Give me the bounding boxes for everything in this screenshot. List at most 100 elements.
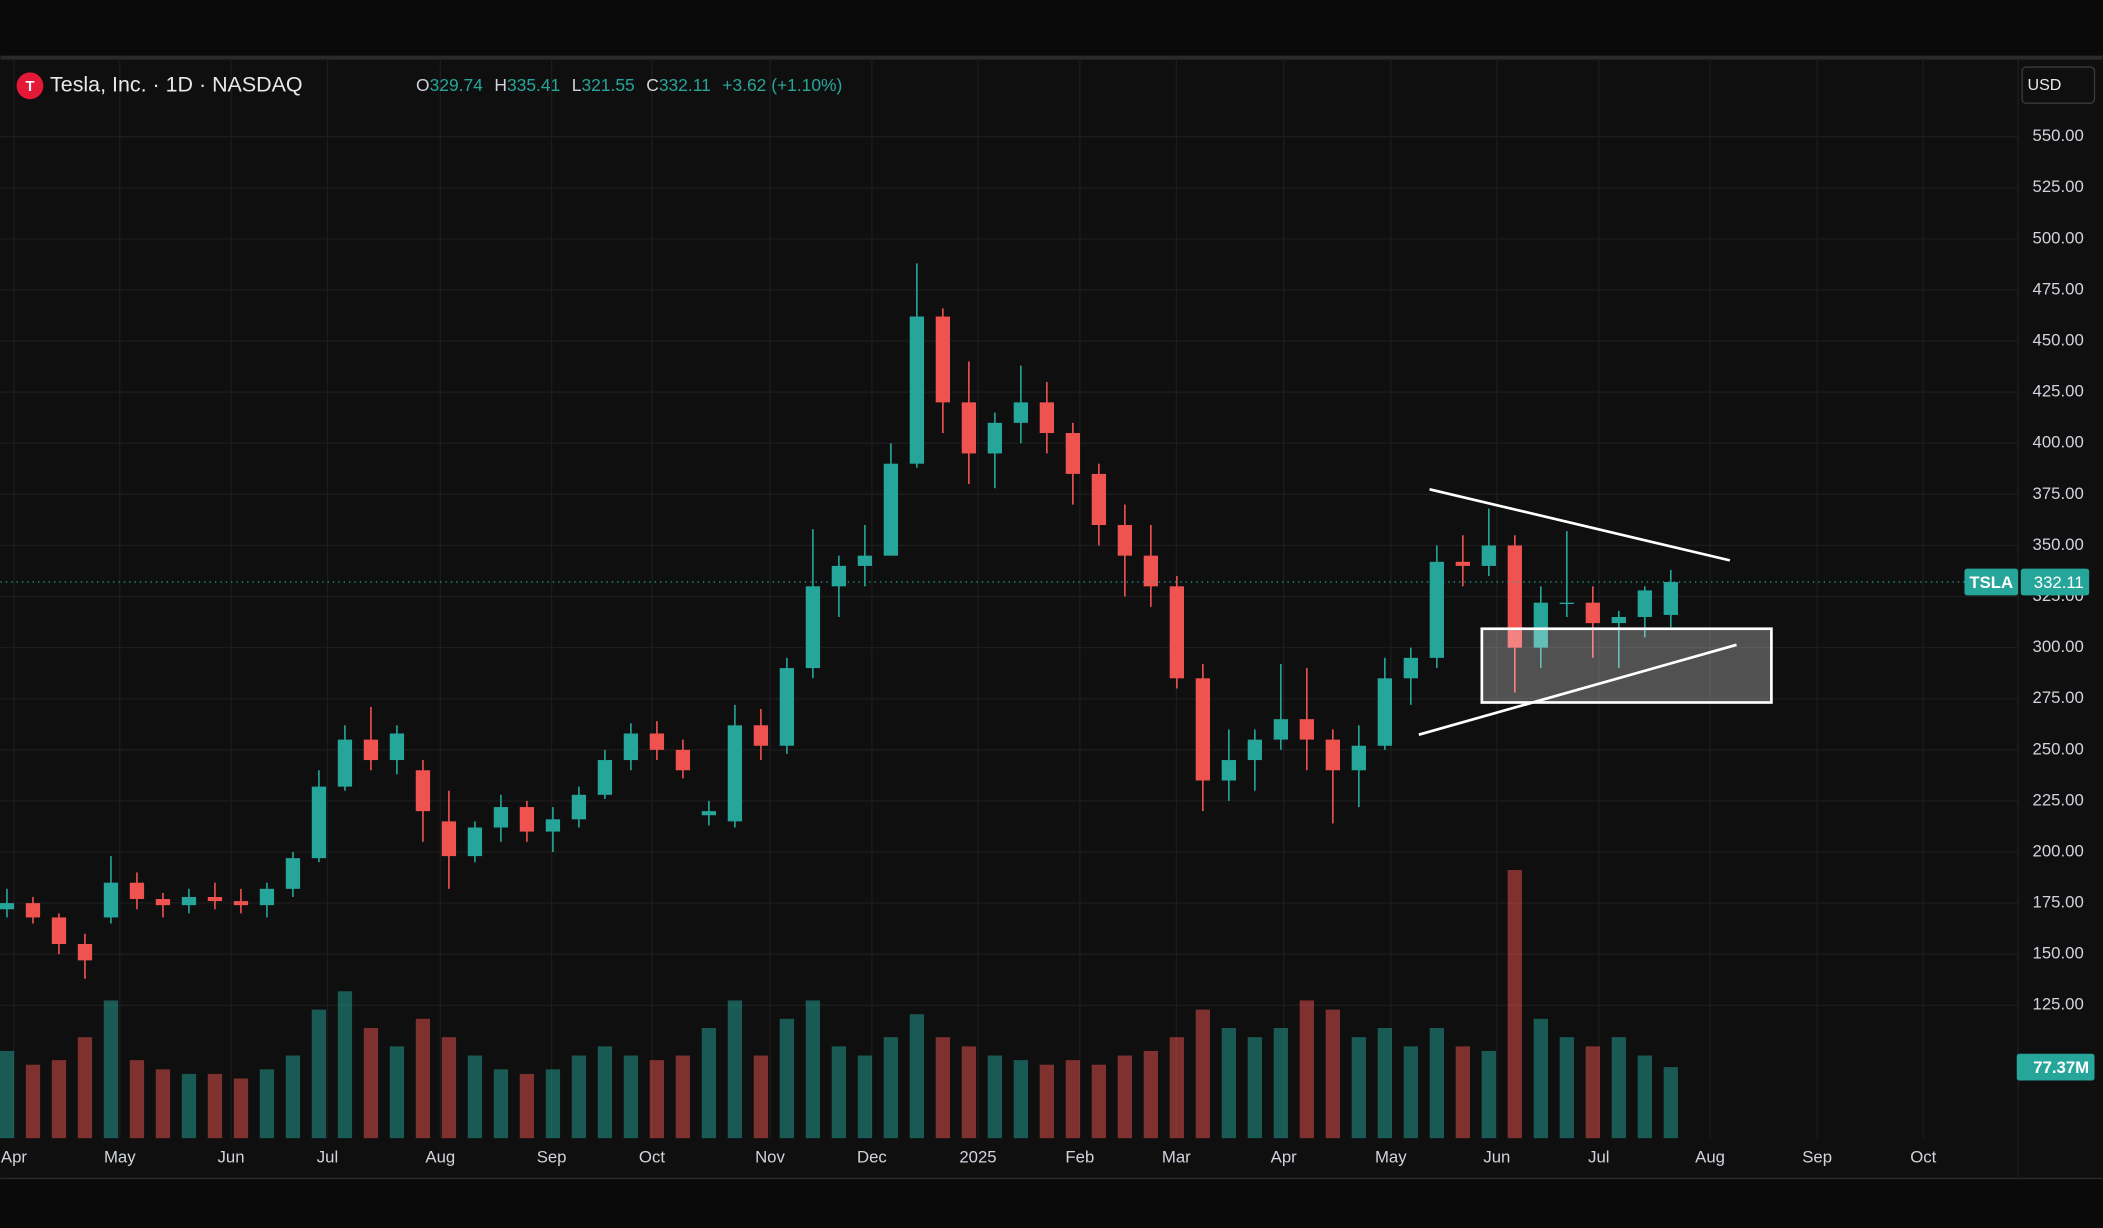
y-tick-label: 375.00	[2033, 484, 2084, 503]
grid	[0, 58, 2019, 1139]
volume-bar	[103, 1000, 119, 1139]
value: 321.55	[581, 74, 634, 94]
logo	[16, 72, 44, 100]
candle-body	[103, 882, 119, 918]
candle-body	[935, 316, 951, 403]
volume-bar	[233, 1078, 249, 1139]
volume-bar	[1377, 1027, 1392, 1139]
candle-body	[1481, 545, 1496, 566]
y-tick-label: 550.00	[2033, 126, 2084, 145]
y-tick-label: 150.00	[2033, 944, 2084, 963]
currency-label[interactable]: USD	[2027, 76, 2061, 94]
volume-bar	[909, 1014, 925, 1139]
candle-body	[51, 917, 67, 945]
volume-bar	[1559, 1037, 1574, 1139]
x-tick-label: Aug	[1695, 1148, 1725, 1167]
volume-bar	[727, 1000, 743, 1139]
rectangle-drawing[interactable]	[1480, 627, 1773, 704]
volume-bar	[1247, 1037, 1262, 1139]
volume-bar	[701, 1027, 717, 1139]
label: L	[572, 74, 582, 94]
volume-bar	[1351, 1037, 1366, 1139]
volume-bar	[1481, 1050, 1496, 1139]
candle-body	[1065, 433, 1081, 474]
trend-line[interactable]	[1418, 643, 1737, 736]
volume-bar	[987, 1055, 1003, 1139]
candle-body	[233, 901, 249, 906]
volume-bar	[1611, 1037, 1626, 1139]
volume-tag-label: 77.37M	[2033, 1058, 2089, 1077]
volume-bar	[831, 1046, 847, 1139]
x-tick-label: Nov	[755, 1148, 785, 1167]
candle-body	[1247, 739, 1262, 761]
candle-body	[961, 402, 977, 454]
candle-body	[1039, 402, 1055, 434]
candle-body	[441, 821, 457, 857]
ohlc-legend: O329.74 H335.41 L321.55 C332.11 +3.62 (+…	[416, 74, 842, 94]
volume-bar	[805, 1000, 821, 1139]
candle-body	[259, 888, 275, 906]
candle-body	[1169, 586, 1185, 679]
candle-body	[467, 827, 483, 857]
x-tick-label: 2025	[959, 1148, 996, 1167]
y-tick-label: 475.00	[2033, 279, 2084, 298]
candle-body	[675, 749, 691, 771]
candle-body	[753, 725, 769, 746]
candle-body	[1013, 402, 1029, 423]
volume-bar	[1091, 1064, 1107, 1139]
axes: 125.00 150.00 175.00 200.00 225.00 250.00 275.…	[0, 126, 2095, 1167]
top-bar	[0, 0, 2103, 57]
y-tick-label: 525.00	[2033, 177, 2084, 196]
candle-body	[285, 858, 301, 889]
y-tick-label: 300.00	[2033, 637, 2084, 656]
volume-bar	[597, 1046, 613, 1139]
volume-bar	[285, 1055, 301, 1139]
x-tick-label: Mar	[1162, 1148, 1191, 1167]
candle-body	[1533, 602, 1548, 648]
x-tick-label: Apr	[1271, 1148, 1297, 1167]
candle-body	[805, 586, 821, 669]
candle-body	[597, 760, 613, 795]
volume-bar	[1273, 1027, 1288, 1139]
candle-body	[129, 882, 145, 900]
candle-body	[571, 794, 587, 820]
candle-body	[1221, 760, 1236, 781]
candle-body	[883, 463, 899, 556]
candle-body	[25, 903, 41, 918]
volume-bar	[1637, 1055, 1652, 1139]
volume-bar	[545, 1069, 561, 1139]
candle-body	[909, 316, 925, 464]
volume-bar	[441, 1037, 457, 1139]
volume-bar	[337, 991, 353, 1139]
symbol-title[interactable]: Tesla, Inc. · 1D · NASDAQ	[50, 72, 303, 96]
trend-line[interactable]	[1429, 488, 1731, 562]
symbol-tag-label: TSLA	[1969, 573, 2013, 592]
volume-bar	[1221, 1027, 1236, 1139]
candle-body	[779, 668, 795, 746]
candle-body	[1559, 602, 1574, 605]
candle-body	[415, 770, 431, 812]
volume-bar	[415, 1018, 431, 1139]
candle-body	[1117, 525, 1133, 556]
x-tick-label: Sep	[537, 1148, 567, 1167]
volume-bar	[1455, 1046, 1470, 1139]
x-tick-label: Jul	[317, 1148, 338, 1167]
volume-bar	[467, 1055, 483, 1139]
x-tick-label: Oct	[639, 1148, 665, 1167]
candle-body	[77, 944, 93, 961]
volume-bar	[259, 1069, 275, 1139]
candle-body	[1585, 602, 1600, 624]
label: H	[494, 74, 507, 94]
candle-body	[1325, 739, 1340, 771]
volume-bar	[1117, 1055, 1133, 1139]
volume-bar	[753, 1055, 769, 1139]
y-tick-label: 400.00	[2033, 433, 2084, 452]
volume-bar	[623, 1055, 639, 1139]
volume-bar	[1039, 1064, 1055, 1139]
volume-bar	[961, 1046, 977, 1139]
y-tick-label: 500.00	[2033, 228, 2084, 247]
candle-body	[1663, 582, 1678, 615]
currency-button[interactable]	[2021, 66, 2096, 104]
